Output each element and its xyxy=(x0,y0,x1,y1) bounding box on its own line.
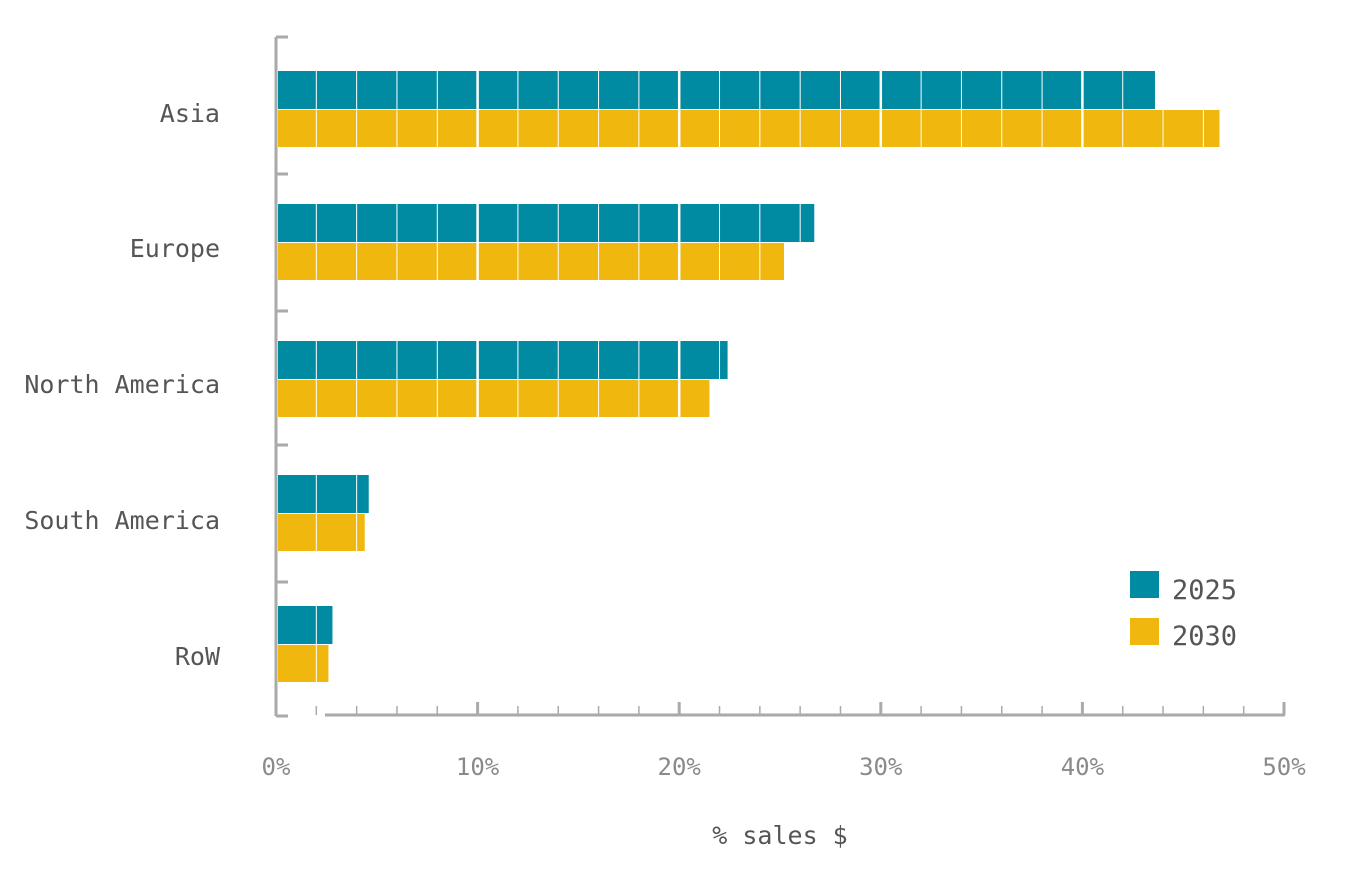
bar-north-america-2025 xyxy=(278,341,728,379)
legend-label-2025: 2025 xyxy=(1172,575,1237,606)
x-axis-title: % sales $ xyxy=(712,821,847,850)
category-label-europe: Europe xyxy=(130,234,220,263)
x-tick-label-0: 0% xyxy=(262,753,291,781)
bar-asia-2025 xyxy=(278,71,1155,109)
axes-group xyxy=(274,35,1286,718)
category-label-north-america: North America xyxy=(24,370,220,399)
bar-europe-2030 xyxy=(278,243,785,280)
category-label-row: RoW xyxy=(175,642,221,671)
bar-north-america-2030 xyxy=(278,380,710,417)
legend-label-2030: 2030 xyxy=(1172,621,1237,652)
bar-row-2030 xyxy=(278,645,329,682)
legend: 2025 2030 xyxy=(1130,571,1237,652)
legend-swatch-2030 xyxy=(1130,618,1159,645)
x-tick-label-20: 20% xyxy=(658,753,702,781)
bar-europe-2025 xyxy=(278,204,815,242)
x-tick-label-50: 50% xyxy=(1262,753,1306,781)
bars-group xyxy=(278,71,1220,684)
bar-row-2025 xyxy=(278,606,333,644)
x-tick-label-10: 10% xyxy=(456,753,500,781)
x-tick-label-30: 30% xyxy=(859,753,903,781)
category-label-asia: Asia xyxy=(160,99,220,128)
category-label-south-america: South America xyxy=(24,506,220,535)
bar-asia-2030 xyxy=(278,110,1220,147)
legend-swatch-2025 xyxy=(1130,571,1159,598)
bar-south-america-2025 xyxy=(278,475,369,513)
bar-south-america-2030 xyxy=(278,514,365,551)
x-tick-label-40: 40% xyxy=(1061,753,1105,781)
